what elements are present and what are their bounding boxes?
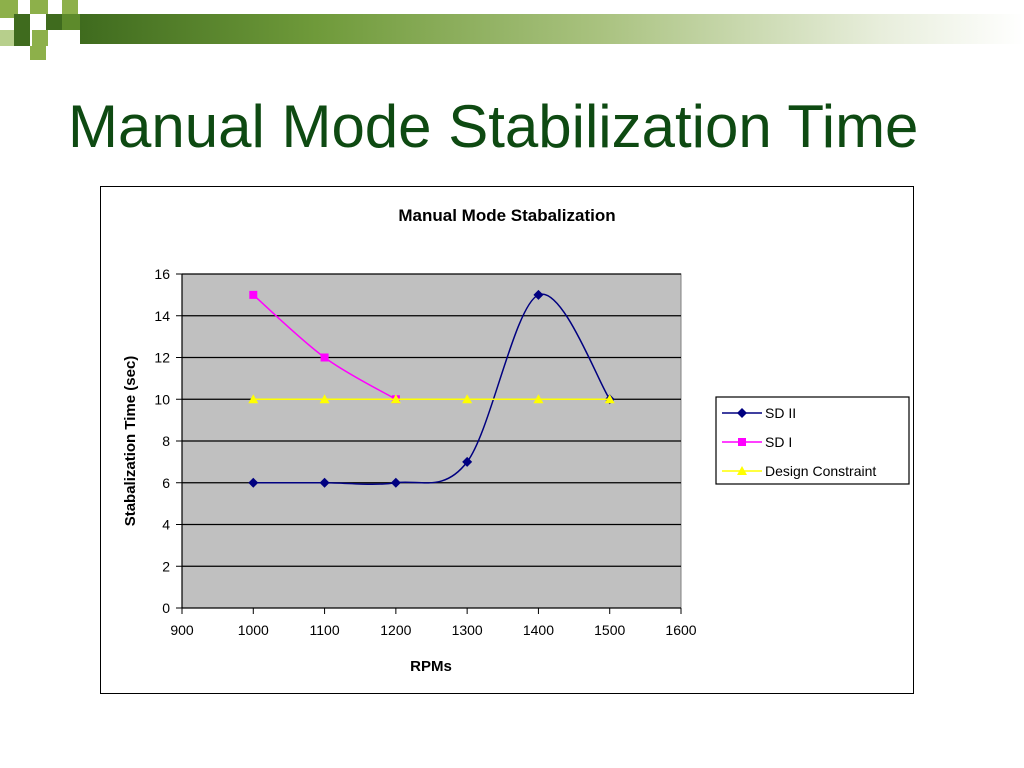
x-tick-label: 1100 [310,622,340,638]
x-tick-label: 900 [170,622,194,638]
data-point-design-constraint [390,394,401,404]
legend-box [715,396,910,485]
decor-square [32,30,48,46]
legend-marker-design-constraint [737,466,747,475]
chart-frame: Manual Mode Stabalization Stabalization … [100,186,914,694]
legend-label: SD I [765,434,792,450]
decor-square [14,14,30,30]
data-point-sd-ii [248,477,259,488]
data-point-sd-ii [390,477,401,488]
decor-square [0,0,18,18]
decor-square [30,46,46,60]
decor-square [62,0,78,14]
x-tick-label: 1400 [523,622,554,638]
data-point-design-constraint [462,394,473,404]
data-point-sd-i [249,290,258,299]
data-point-design-constraint [248,394,259,404]
y-tick-label: 4 [162,517,170,533]
data-point-design-constraint [604,394,615,404]
plot-area: 0 2 4 6 8 10 12 14 16 900 1000 1100 1200 1300 1400 1500… [154,266,696,638]
data-point-sd-i [320,353,329,362]
x-tick-label: 1200 [380,622,411,638]
decor-square [30,0,48,14]
data-point-sd-ii [462,456,473,467]
legend: SD II SD I Design Constraint [715,396,910,485]
data-point-design-constraint [319,394,330,404]
chart-title: Manual Mode Stabalization [398,206,615,225]
y-tick-label: 6 [162,475,170,491]
decor-square [14,30,30,46]
decor-square [62,14,80,30]
x-axis-label: RPMs [410,658,452,675]
y-tick-label: 8 [162,433,170,449]
legend-label: SD II [765,405,796,421]
y-tick-label: 0 [162,600,170,616]
x-tick-label: 1000 [238,622,269,638]
legend-marker-sd-i [738,438,746,446]
header-gradient-bar [80,14,1024,44]
x-tick-label: 1300 [452,622,483,638]
legend-label: Design Constraint [765,463,876,479]
data-point-sd-ii [319,477,330,488]
y-axis-label: Stabalization Time (sec) [122,356,139,527]
decor-square [46,14,62,30]
y-tick-label: 10 [154,391,170,407]
legend-marker-sd-ii [737,408,747,418]
x-tick-label: 1600 [665,622,696,638]
x-tick-label: 1500 [594,622,625,638]
data-point-design-constraint [533,394,544,404]
slide-title: Manual Mode Stabilization Time [68,93,919,160]
y-tick-label: 16 [154,266,170,282]
y-tick-label: 12 [154,350,170,366]
data-point-sd-ii [533,289,544,300]
chart-svg: Manual Mode Stabalization Stabalization … [122,206,910,675]
y-tick-label: 2 [162,558,170,574]
y-tick-label: 14 [154,308,170,324]
decor-square [0,30,16,46]
